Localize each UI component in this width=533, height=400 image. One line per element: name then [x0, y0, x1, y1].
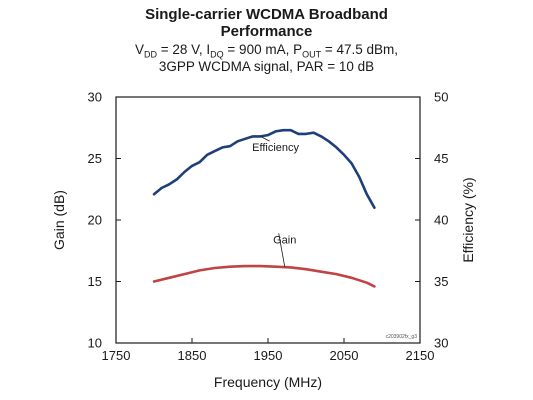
annotation-layer: Efficiency Gain — [252, 136, 300, 267]
left-tick-label: 10 — [88, 336, 102, 351]
annotation-leader-efficiency — [260, 136, 270, 142]
subtitle-idq-label: = 28 V, I — [157, 42, 211, 57]
subtitle-pout-label: = 900 mA, P — [223, 42, 303, 57]
x-tick-label: 2050 — [330, 348, 359, 363]
annotation-leader-gain — [278, 233, 286, 267]
left-axis-ticks: 10 15 20 25 30 — [88, 90, 121, 351]
left-tick-label: 25 — [88, 151, 102, 166]
right-axis-title: Efficiency (%) — [460, 177, 476, 262]
left-tick-label: 20 — [88, 213, 102, 228]
annotation-label-efficiency: Efficiency — [252, 142, 299, 154]
x-tick-label: 1850 — [178, 348, 207, 363]
subtitle-vdd-label: V — [134, 42, 144, 57]
right-tick-label: 30 — [434, 336, 448, 351]
annotation-label-gain: Gain — [273, 234, 296, 246]
left-axis-title: Gain (dB) — [51, 190, 67, 250]
series-line-gain — [152, 264, 376, 288]
chart-subtitle-line-1: VDD = 28 V, IDQ = 900 mA, POUT = 47.5 dB… — [0, 42, 533, 63]
figure-code: c203902fx_g3 — [386, 334, 418, 340]
left-tick-label: 15 — [88, 274, 102, 289]
right-tick-label: 45 — [434, 151, 448, 166]
series-line-efficiency — [152, 128, 376, 209]
x-tick-label: 1950 — [254, 348, 283, 363]
chart-title-line-1: Single-carrier WCDMA Broadband — [145, 6, 388, 23]
chart-subtitle-line-2: 3GPP WCDMA signal, PAR = 10 dB — [158, 59, 375, 74]
subtitle-idq-sub: DQ — [210, 49, 224, 60]
series-layer — [152, 128, 376, 288]
x-tick-label: 1750 — [102, 348, 131, 363]
x-axis-title: Frequency (MHz) — [214, 374, 322, 390]
right-tick-label: 35 — [434, 274, 448, 289]
chart-title-line-2: Performance — [220, 23, 313, 40]
left-tick-label: 30 — [88, 90, 102, 105]
right-tick-label: 40 — [434, 213, 448, 228]
x-tick-label: 2150 — [406, 348, 435, 363]
subtitle-pout-sub: OUT — [302, 49, 322, 60]
right-axis-ticks: 30 35 40 45 50 — [415, 90, 448, 351]
subtitle-vdd-sub: DD — [144, 49, 157, 60]
right-tick-label: 50 — [434, 90, 448, 105]
x-axis-ticks: 1750 1850 1950 2050 2150 — [102, 338, 435, 363]
subtitle-pout-value: = 47.5 dBm, — [321, 42, 399, 57]
